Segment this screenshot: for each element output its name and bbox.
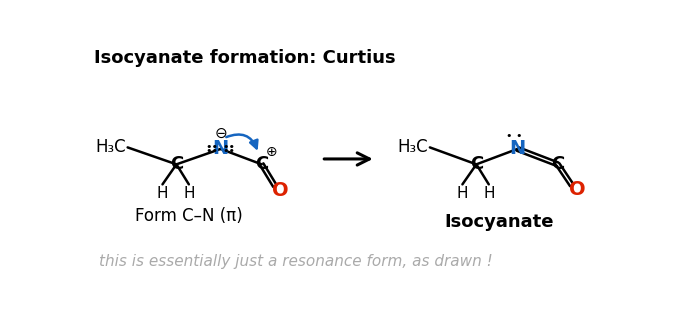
Text: H: H (483, 186, 494, 201)
Text: C: C (255, 155, 269, 173)
Text: Form C–N (π): Form C–N (π) (135, 208, 243, 225)
Text: H: H (157, 186, 168, 201)
Text: C: C (170, 155, 183, 173)
Text: C: C (551, 155, 564, 173)
Text: Isocyanate formation: Curtius: Isocyanate formation: Curtius (95, 49, 396, 67)
Text: N: N (212, 140, 228, 158)
Text: O: O (568, 180, 585, 199)
Text: ⊖: ⊖ (214, 126, 227, 141)
Text: C: C (470, 155, 483, 173)
Text: ••: •• (205, 142, 218, 151)
Text: H₃C: H₃C (95, 138, 126, 156)
Text: N: N (509, 140, 526, 158)
Text: • •: • • (506, 131, 523, 141)
Text: O: O (272, 181, 288, 200)
Text: this is essentially just a resonance form, as drawn !: this is essentially just a resonance for… (99, 254, 493, 269)
Text: ••: •• (222, 146, 236, 156)
Text: H: H (183, 186, 194, 201)
Text: ••: •• (222, 142, 236, 151)
FancyArrowPatch shape (226, 135, 258, 148)
Text: Isocyanate: Isocyanate (445, 213, 554, 231)
Text: ⊕: ⊕ (266, 145, 277, 159)
Text: H: H (457, 186, 468, 201)
Text: H₃C: H₃C (398, 138, 428, 156)
Text: ••: •• (205, 146, 218, 156)
